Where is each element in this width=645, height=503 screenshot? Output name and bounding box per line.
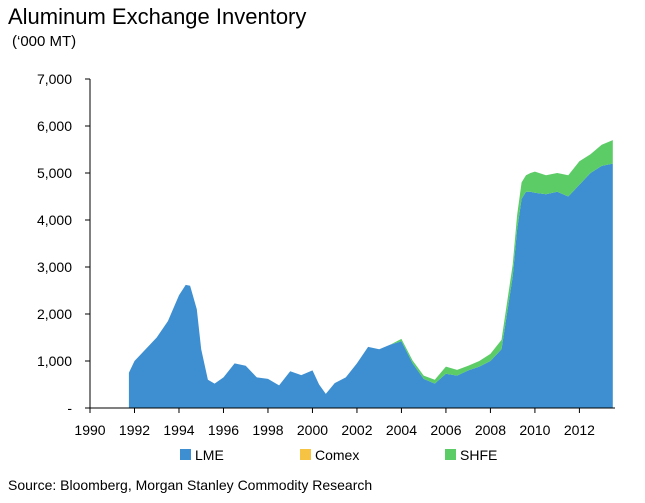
series-lme-area [128,163,613,408]
x-tick-label: 2002 [341,422,372,438]
x-tick: 2006 [430,408,462,438]
x-tick: 1996 [208,408,239,438]
x-tick-label: 2008 [475,422,506,438]
x-tick: 2002 [341,408,373,438]
y-tick: 6,000 [37,118,90,134]
legend-item-lme: LME [180,447,224,463]
x-tick: 2008 [475,408,506,438]
legend-label: Comex [315,447,359,463]
legend-label: SHFE [460,447,497,463]
y-tick: 4,000 [37,212,90,228]
y-tick: 7,000 [37,71,90,87]
x-tick: 1992 [119,408,150,438]
legend-label: LME [195,447,224,463]
x-tick: 1990 [74,408,106,438]
x-tick: 1998 [252,408,284,438]
y-tick: - [67,400,90,416]
x-tick-label: 1992 [119,422,150,438]
x-tick: 2010 [519,408,551,438]
x-tick-label: 1998 [252,422,283,438]
y-tick-label: 7,000 [37,71,72,87]
y-tick-label: 3,000 [37,259,72,275]
x-tick-label: 2004 [386,422,417,438]
plot-layer [128,140,613,408]
legend-item-comex: Comex [300,447,359,463]
y-tick-label: - [67,400,72,416]
x-tick-label: 1994 [163,422,194,438]
x-tick-label: 1990 [74,422,105,438]
x-tick-label: 2010 [519,422,550,438]
y-tick-label: 4,000 [37,212,72,228]
y-tick: 1,000 [37,353,90,369]
axis-layer: - 1,000 2,000 3,000 4,000 5,000 6,000 7,000 1990… [37,71,615,438]
x-tick: 2000 [297,408,328,438]
chart-title: Aluminum Exchange Inventory [8,4,307,29]
x-tick-label: 2006 [430,422,461,438]
legend-swatch [445,449,456,460]
legend: LME Comex SHFE [180,447,497,463]
x-tick-label: 2000 [297,422,328,438]
legend-swatch [180,449,191,460]
x-tick: 2012 [564,408,595,438]
y-tick-label: 5,000 [37,165,72,181]
y-tick-label: 1,000 [37,353,72,369]
x-tick-label: 1996 [208,422,239,438]
x-tick: 2004 [386,408,417,438]
chart-subtitle: (‘000 MT) [12,33,77,50]
legend-item-shfe: SHFE [445,447,497,463]
y-tick-label: 2,000 [37,306,72,322]
y-tick-label: 6,000 [37,118,72,134]
y-tick: 5,000 [37,165,90,181]
legend-swatch [300,449,311,460]
x-tick: 1994 [163,408,195,438]
y-tick: 2,000 [37,306,90,322]
y-tick: 3,000 [37,259,90,275]
source-note: Source: Bloomberg, Morgan Stanley Commod… [8,477,373,493]
x-tick-label: 2012 [564,422,595,438]
